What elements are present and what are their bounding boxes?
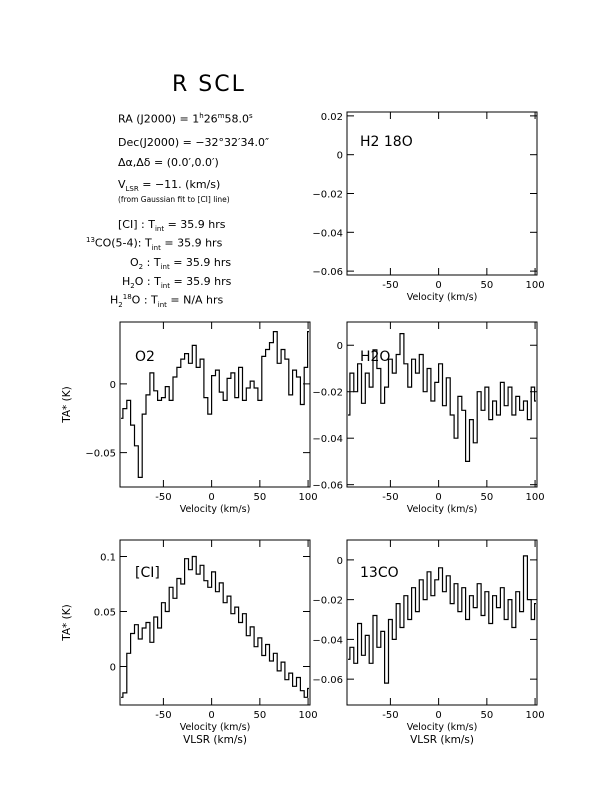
source-title: R SCL: [172, 72, 246, 97]
y-axis-label: TA* (K): [61, 386, 73, 423]
y-tick-label: −0.06: [312, 267, 343, 278]
x-tick-label: 100: [526, 492, 545, 503]
x-tick-label: 100: [299, 710, 318, 721]
y-tick-label: −0.04: [312, 635, 343, 646]
x-tick-label: -50: [382, 492, 398, 503]
x-tick-label: 50: [253, 710, 266, 721]
tint-ci: [CI] : Tint = 35.9 hrs: [118, 218, 226, 234]
tint-h218o: H218O : Tint = N/A hrs: [110, 293, 224, 309]
y-tick-label: −0.04: [312, 434, 343, 445]
tint-h2o: H2O : Tint = 35.9 hrs: [122, 275, 232, 291]
x-tick-label: 50: [480, 710, 493, 721]
panel-o2: -50 0 50 100 0 −0.05 Velocity (km/s) TA* (K) O2: [61, 321, 318, 515]
y-tick-label: 0: [337, 556, 343, 567]
y-tick-label: 0: [337, 341, 343, 352]
tint-o2: O2 : Tint = 35.9 hrs: [130, 256, 232, 272]
x-tick-label: 50: [480, 492, 493, 503]
spectrum-line-o2: [121, 331, 309, 478]
line-label: H2 18O: [360, 134, 413, 150]
x-tick-label: 0: [208, 710, 214, 721]
ra-line: RA (J2000) = 1h26m58.0s: [118, 112, 253, 126]
x-tick-label: 0: [435, 710, 441, 721]
x-axis-label: Velocity (km/s): [407, 292, 478, 303]
line-label: 13CO: [360, 565, 399, 581]
y-axis-label: TA* (K): [61, 604, 73, 641]
y-tick-label: 0.02: [321, 112, 343, 123]
y-tick-label: 0: [110, 380, 116, 391]
panel-frame: [119, 321, 311, 488]
y-tick-label: −0.02: [312, 596, 343, 607]
x-axis-label: Velocity (km/s): [180, 722, 251, 733]
vlsr-note: (from Gaussian fit to [CI] line): [118, 195, 230, 204]
y-tick-label: −0.02: [312, 388, 343, 399]
y-tick-label: 0.05: [94, 608, 116, 619]
line-label: O2: [135, 349, 155, 365]
x-tick-label: 100: [526, 280, 545, 291]
x-tick-label: 0: [208, 492, 214, 503]
x-tick-label: 50: [253, 492, 266, 503]
x-tick-label: -50: [155, 710, 171, 721]
y-tick-label: −0.02: [312, 190, 343, 201]
line-label: [CI]: [135, 565, 160, 581]
y-tick-label: −0.06: [312, 675, 343, 686]
panel-h2o: -50 0 50 100 0 −0.02 −0.04 −0.06 Velocity (km/s)…: [312, 321, 545, 515]
tint-13co: 13CO(5-4): Tint = 35.9 hrs: [86, 236, 223, 252]
x-tick-label: 50: [480, 280, 493, 291]
spectrum-line-ci: [121, 555, 309, 698]
vlsr-line: VLSR = −11. (km/s): [118, 178, 221, 194]
x-axis-label-vlsr: VLSR (km/s): [183, 734, 247, 746]
y-tick-label: 0: [110, 663, 116, 674]
offset-line: Δα,Δδ = (0.0′,0.0′): [118, 156, 219, 169]
x-axis-label-vlsr: VLSR (km/s): [410, 734, 474, 746]
x-axis-label: Velocity (km/s): [180, 504, 251, 515]
spectrum-line-h2o: [348, 333, 536, 462]
spectrum-line-13co: [348, 555, 536, 684]
panel-h2_18o: -50 0 50 100 0.02 0 −0.02 −0.04 −0.06 Velocity (k…: [312, 111, 545, 303]
dec-line: Dec(J2000) = −32°32′34.0″: [118, 136, 270, 149]
x-tick-label: 0: [435, 280, 441, 291]
y-tick-label: −0.04: [312, 228, 343, 239]
panel-frame: [119, 539, 311, 706]
y-tick-label: 0.1: [100, 553, 116, 564]
x-tick-label: 100: [299, 492, 318, 503]
y-tick-label: −0.05: [85, 449, 116, 460]
panel-13co: -50 0 50 100 0 −0.02 −0.04 −0.06 Velocity (km/s)…: [312, 539, 545, 746]
x-tick-label: -50: [382, 280, 398, 291]
line-label: H2O: [360, 349, 390, 365]
x-axis-label: Velocity (km/s): [407, 504, 478, 515]
panel-frame: [346, 539, 538, 706]
x-axis-label: Velocity (km/s): [407, 722, 478, 733]
x-tick-label: -50: [382, 710, 398, 721]
x-tick-label: 100: [526, 710, 545, 721]
y-tick-label: 0: [337, 151, 343, 162]
x-tick-label: 0: [435, 492, 441, 503]
y-tick-label: −0.06: [312, 481, 343, 492]
x-tick-label: -50: [155, 492, 171, 503]
panel-frame: [346, 321, 538, 488]
